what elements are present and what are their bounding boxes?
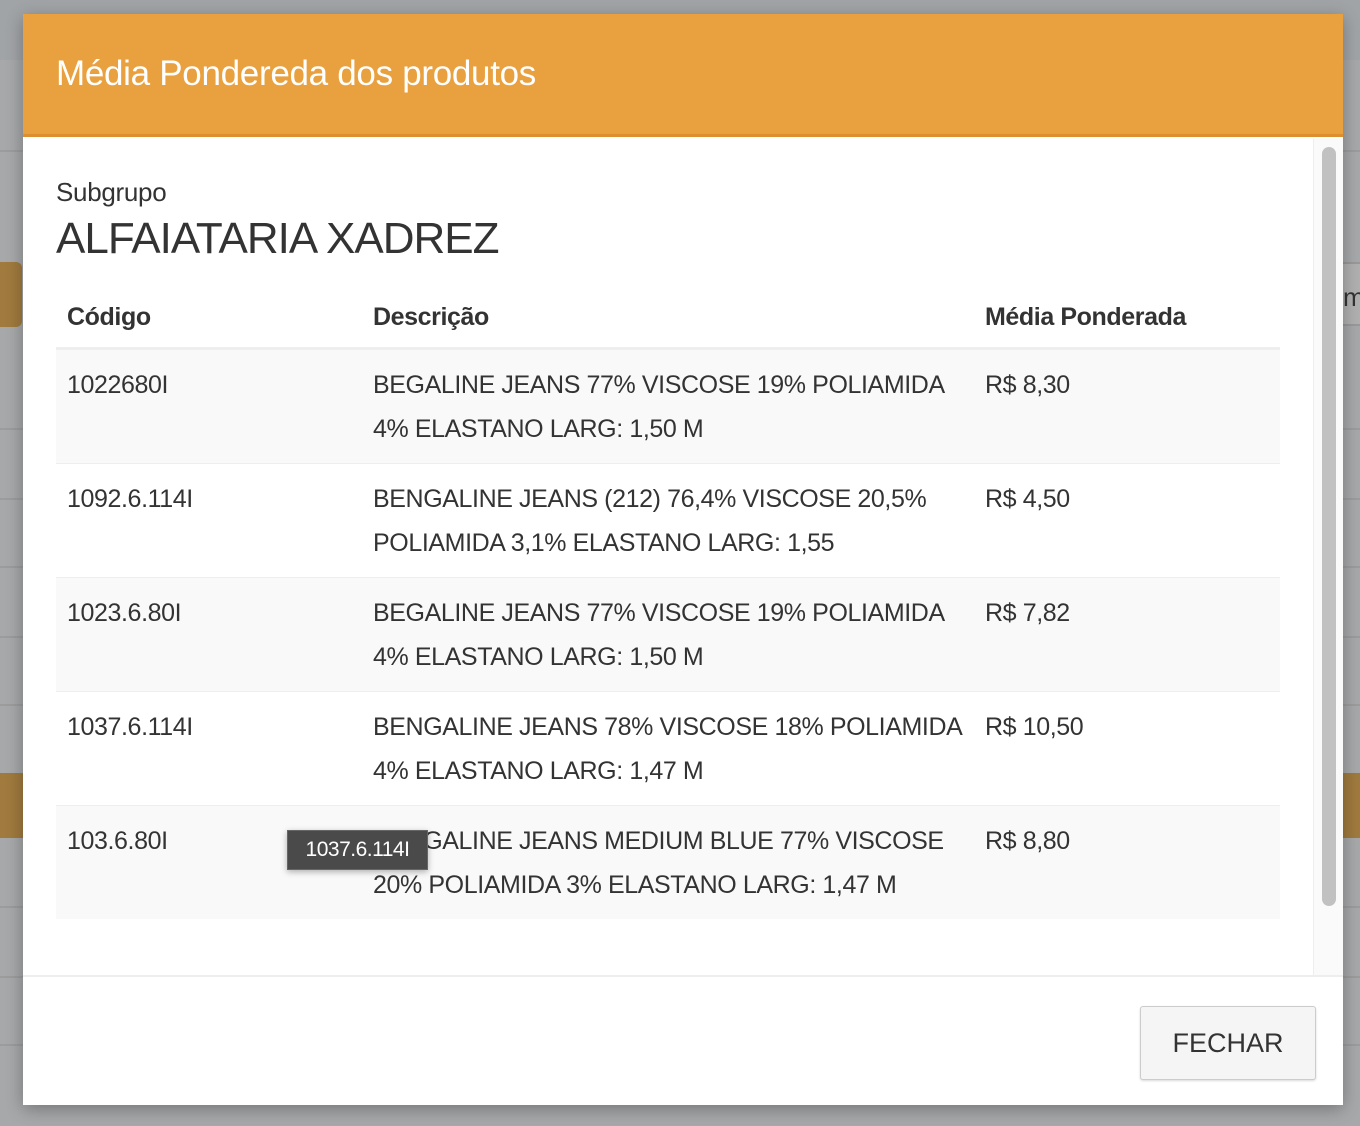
product-description: BENGALINE JEANS MEDIUM BLUE 77% VISCOSE … <box>362 804 974 919</box>
product-code: 1023.6.80I <box>56 576 362 691</box>
tooltip: 1037.6.114I <box>287 830 428 870</box>
product-description: BENGALINE JEANS 78% VISCOSE 18% POLIAMID… <box>362 690 974 805</box>
scrollbar[interactable] <box>1313 139 1343 975</box>
scrollbar-thumb[interactable] <box>1322 147 1336 906</box>
weighted-average: R$ 8,80 <box>974 804 1280 919</box>
table-row: 103.6.80I BENGALINE JEANS MEDIUM BLUE 77%… <box>56 804 1280 919</box>
weighted-average: R$ 7,82 <box>974 576 1280 691</box>
modal-title: Média Pondereda dos produtos <box>56 54 536 93</box>
background-button <box>0 262 22 327</box>
column-header-code: Código <box>56 286 362 350</box>
product-description: BEGALINE JEANS 77% VISCOSE 19% POLIAMIDA… <box>362 347 974 463</box>
table-header-row: Código Descrição Média Ponderada <box>56 286 1280 350</box>
modal-body: Subgrupo ALFAIATARIA XADREZ Código Descr… <box>23 137 1313 975</box>
weighted-average: R$ 10,50 <box>974 690 1280 805</box>
table-row: 1092.6.114I BENGALINE JEANS (212) 76,4% V… <box>56 462 1280 577</box>
modal-footer: FECHAR <box>23 975 1343 1105</box>
table-row: 1022680I BEGALINE JEANS 77% VISCOSE 19% P… <box>56 347 1280 463</box>
table-row: 1023.6.80I BEGALINE JEANS 77% VISCOSE 19%… <box>56 576 1280 691</box>
weighted-average: R$ 8,30 <box>974 347 1280 463</box>
product-code: 1037.6.114I <box>56 690 362 805</box>
products-table: Código Descrição Média Ponderada 1022680… <box>56 286 1280 919</box>
subgroup-label: Subgrupo <box>56 177 167 207</box>
weighted-average: R$ 4,50 <box>974 462 1280 577</box>
product-description: BEGALINE JEANS 77% VISCOSE 19% POLIAMIDA… <box>362 576 974 691</box>
subgroup-name: ALFAIATARIA XADREZ <box>56 214 500 263</box>
column-header-average: Média Ponderada <box>974 286 1280 350</box>
table-row: 1037.6.114I BENGALINE JEANS 78% VISCOSE 1… <box>56 690 1280 805</box>
background-input: m <box>1343 262 1360 326</box>
product-code: 1092.6.114I <box>56 462 362 577</box>
product-code: 1022680I <box>56 347 362 463</box>
weighted-average-modal: Média Pondereda dos produtos Subgrupo AL… <box>23 14 1343 1105</box>
column-header-description: Descrição <box>362 286 974 350</box>
modal-header: Média Pondereda dos produtos <box>23 14 1343 137</box>
product-description: BENGALINE JEANS (212) 76,4% VISCOSE 20,5… <box>362 462 974 577</box>
close-button[interactable]: FECHAR <box>1140 1006 1316 1080</box>
